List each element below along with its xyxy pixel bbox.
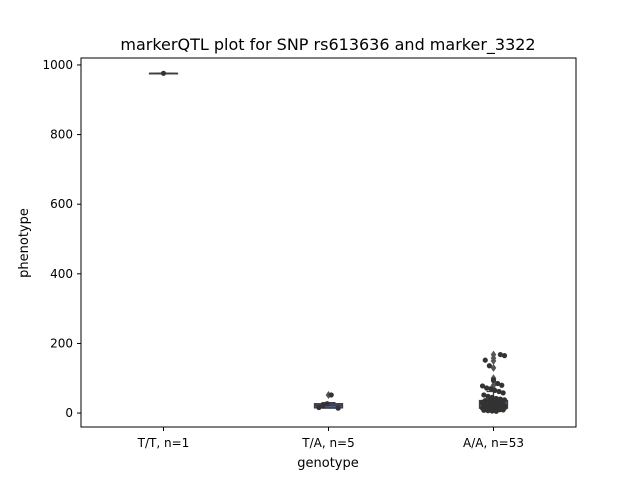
data-point (497, 351, 503, 358)
data-point (496, 388, 502, 395)
data-point (479, 383, 486, 389)
data-point (328, 392, 334, 398)
data-point (485, 393, 491, 399)
y-tick-label: 600 (50, 197, 73, 211)
x-tick-label: T/A, n=5 (301, 436, 355, 450)
y-tick-label: 200 (50, 336, 73, 350)
data-point (501, 353, 508, 359)
outlier-marker (490, 363, 497, 372)
data-point (481, 392, 487, 398)
data-point (324, 401, 330, 407)
x-axis-label: genotype (297, 456, 358, 471)
data-point (335, 405, 341, 411)
y-tick-label: 1000 (42, 58, 73, 72)
plot-area: 0 200 400 600 800 1000 T/T, n=1 T/A, n=5 A/A, n=… (42, 57, 577, 450)
chart-title: markerQTL plot for SNP rs613636 and mark… (120, 35, 535, 55)
data-point (320, 402, 326, 409)
data-point (484, 385, 490, 391)
data-point (481, 407, 487, 413)
data-point (316, 404, 322, 411)
plot-frame (80, 57, 577, 428)
data-point (497, 406, 503, 413)
outlier-marker (490, 350, 497, 359)
y-tick-label: 0 (65, 406, 73, 420)
data-point (488, 386, 494, 392)
y-tick-label: 400 (50, 267, 73, 281)
data-point (495, 380, 501, 387)
x-tick-label: T/T, n=1 (137, 436, 190, 450)
y-tick-label: 800 (50, 128, 73, 142)
data-point (482, 357, 488, 363)
data-point (160, 70, 167, 76)
data-point (499, 382, 505, 388)
data-point (489, 408, 495, 414)
data-point (486, 363, 492, 369)
data-point (493, 408, 499, 414)
x-tick-label: A/A, n=53 (463, 436, 524, 450)
data-point (500, 390, 506, 396)
y-axis-label: phenotype (17, 208, 32, 278)
data-point (501, 405, 508, 411)
data-point (492, 387, 498, 394)
data-point (485, 408, 491, 414)
data-point (490, 377, 497, 383)
